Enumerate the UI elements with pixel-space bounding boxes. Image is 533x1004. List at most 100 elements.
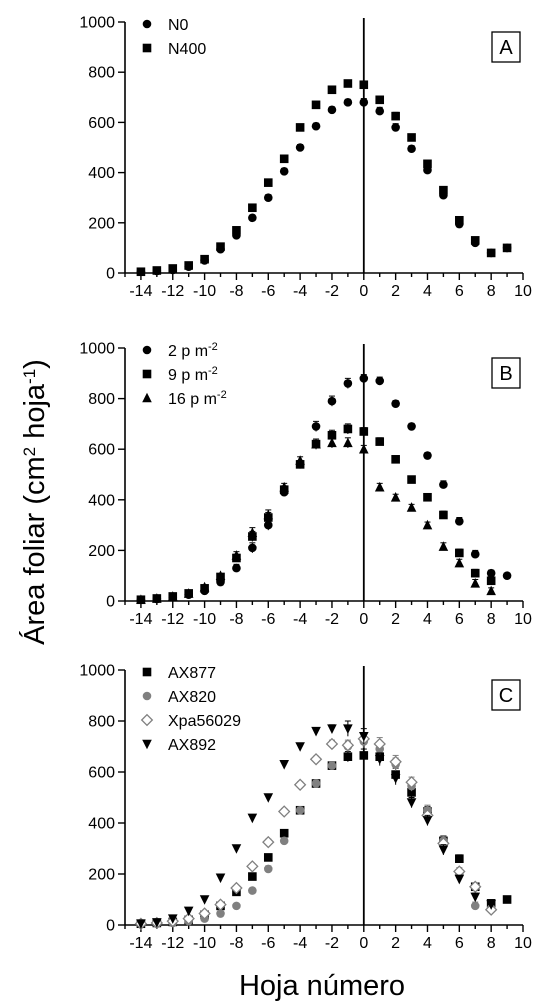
data-point xyxy=(470,901,480,911)
data-point xyxy=(295,805,305,815)
data-point xyxy=(184,261,193,270)
data-point xyxy=(389,755,402,769)
data-point xyxy=(215,873,226,884)
data-point xyxy=(200,254,209,264)
data-point xyxy=(391,123,400,132)
data-point xyxy=(311,121,321,131)
x-tick-label: -4 xyxy=(293,611,307,628)
x-tick-label: 0 xyxy=(359,611,368,628)
data-point xyxy=(263,853,273,862)
legend-label: AX892 xyxy=(168,737,216,754)
data-point xyxy=(136,594,146,605)
x-tick-label: 8 xyxy=(487,935,496,952)
data-point xyxy=(248,872,257,881)
x-tick-label: 8 xyxy=(487,283,496,300)
data-point xyxy=(407,133,416,142)
data-point xyxy=(168,264,178,273)
x-tick-label: 2 xyxy=(391,283,400,300)
data-point xyxy=(198,907,211,920)
data-point xyxy=(455,854,464,863)
y-axis-title-end: ) xyxy=(19,359,51,369)
data-point xyxy=(311,100,321,110)
x-tick-label: -6 xyxy=(261,935,275,952)
legend-label: AX877 xyxy=(168,665,216,682)
data-point xyxy=(215,570,226,580)
data-point xyxy=(247,527,258,537)
x-tick-label: 8 xyxy=(487,611,496,628)
data-point xyxy=(502,895,512,904)
data-point xyxy=(311,779,321,788)
data-point xyxy=(199,895,210,905)
legend-label-sup: -2 xyxy=(208,341,218,353)
data-point xyxy=(231,550,242,560)
y-tick-label: 800 xyxy=(88,714,115,731)
data-point xyxy=(248,203,257,213)
data-point xyxy=(263,193,273,202)
data-point xyxy=(423,451,432,460)
x-tick-label: -14 xyxy=(129,283,152,300)
x-tick-label: -12 xyxy=(161,283,184,300)
panel-label-box xyxy=(491,357,521,389)
data-point xyxy=(455,215,464,225)
data-point xyxy=(183,906,194,917)
x-tick-label: 10 xyxy=(514,935,532,952)
series-9-p-m xyxy=(136,423,496,605)
data-point xyxy=(454,874,465,885)
x-tick-label: 10 xyxy=(514,611,532,628)
data-point xyxy=(327,396,337,406)
data-point xyxy=(454,557,465,568)
data-point xyxy=(373,737,386,751)
x-tick-label: 4 xyxy=(423,935,432,952)
data-point xyxy=(405,775,418,789)
data-point xyxy=(293,778,307,791)
data-point xyxy=(455,548,464,558)
data-point xyxy=(232,563,241,573)
data-point xyxy=(359,427,369,436)
data-point xyxy=(343,724,353,734)
panel-label: B xyxy=(499,363,512,385)
legend-marker xyxy=(142,667,152,677)
x-tick-label: 6 xyxy=(455,283,464,300)
data-point xyxy=(469,880,482,893)
data-point xyxy=(502,571,512,580)
data-point xyxy=(438,541,449,551)
x-tick-label: 0 xyxy=(359,283,368,300)
data-point xyxy=(375,376,385,386)
y-tick-label: 400 xyxy=(88,816,115,833)
data-point xyxy=(279,481,289,492)
x-tick-label: -6 xyxy=(261,283,275,300)
x-tick-label: 6 xyxy=(455,611,464,628)
legend-marker xyxy=(142,345,152,355)
data-point xyxy=(246,860,259,873)
x-tick-label: -12 xyxy=(161,935,184,952)
y-tick-label: 800 xyxy=(88,391,115,408)
data-point xyxy=(279,836,289,846)
x-tick-label: -10 xyxy=(193,611,216,628)
data-point xyxy=(391,399,400,408)
data-point xyxy=(216,909,225,918)
data-point xyxy=(391,455,400,464)
data-point xyxy=(407,475,416,484)
x-tick-label: -10 xyxy=(193,935,216,952)
data-point xyxy=(470,236,480,245)
data-point xyxy=(183,588,194,598)
y-tick-label: 1000 xyxy=(79,15,115,32)
data-point xyxy=(309,753,323,766)
data-point xyxy=(359,80,369,90)
data-point xyxy=(359,732,369,742)
data-point xyxy=(390,774,401,784)
y-tick-label: 0 xyxy=(106,594,115,611)
y-axis-title: Área foliar (cm2 hoja-1) xyxy=(18,359,51,645)
data-point xyxy=(374,754,385,765)
legend-label: N400 xyxy=(168,41,206,58)
y-tick-label: 600 xyxy=(88,115,115,132)
data-point xyxy=(341,739,355,752)
y-axis-title-main: Área foliar (cm xyxy=(18,456,51,645)
data-point xyxy=(248,886,257,895)
data-point xyxy=(311,422,321,431)
data-point xyxy=(470,577,481,588)
y-axis-title-sup2: -1 xyxy=(20,369,39,384)
data-point xyxy=(247,813,258,824)
data-point xyxy=(470,568,480,578)
y-tick-label: 400 xyxy=(88,165,115,182)
